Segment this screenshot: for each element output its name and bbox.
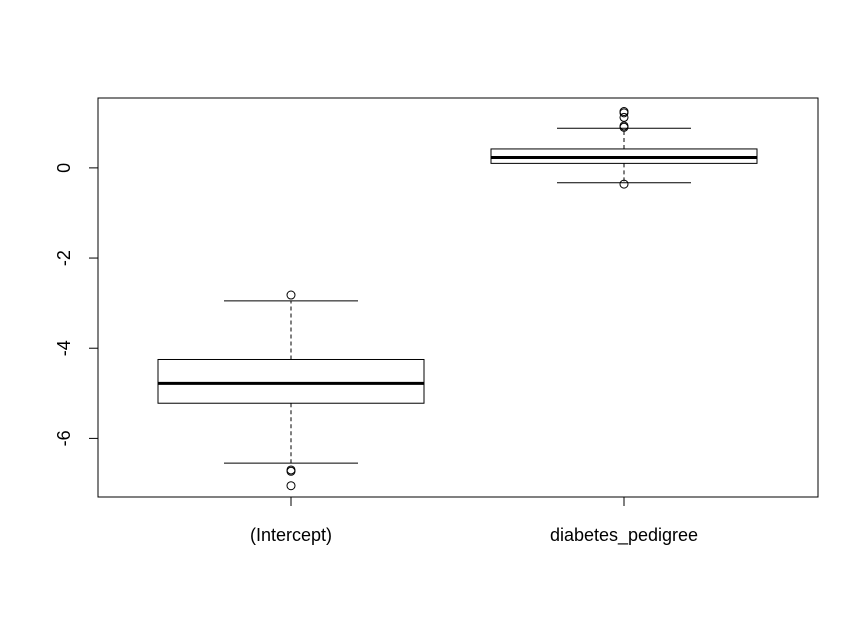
outlier-point xyxy=(286,466,296,476)
outlier-point xyxy=(619,112,629,122)
y-tick-label: -6 xyxy=(54,430,74,446)
outlier-point xyxy=(286,481,296,491)
y-tick-label: 0 xyxy=(54,163,74,173)
outlier-point xyxy=(619,107,629,117)
box-1 xyxy=(490,107,758,189)
outlier-point xyxy=(619,179,629,189)
iqr-box xyxy=(157,358,425,404)
y-axis: 0 -2 -4 -6 xyxy=(54,163,99,446)
y-tick-label: -4 xyxy=(54,340,74,356)
x-axis: (Intercept) diabetes_pedigree xyxy=(250,496,698,546)
x-tick-label: (Intercept) xyxy=(250,525,332,545)
outlier-point xyxy=(286,290,296,300)
boxes xyxy=(157,107,758,491)
x-tick-label: diabetes_pedigree xyxy=(550,525,698,546)
outlier-point xyxy=(619,121,629,131)
y-tick-label: -2 xyxy=(54,250,74,266)
box-0 xyxy=(157,290,425,491)
